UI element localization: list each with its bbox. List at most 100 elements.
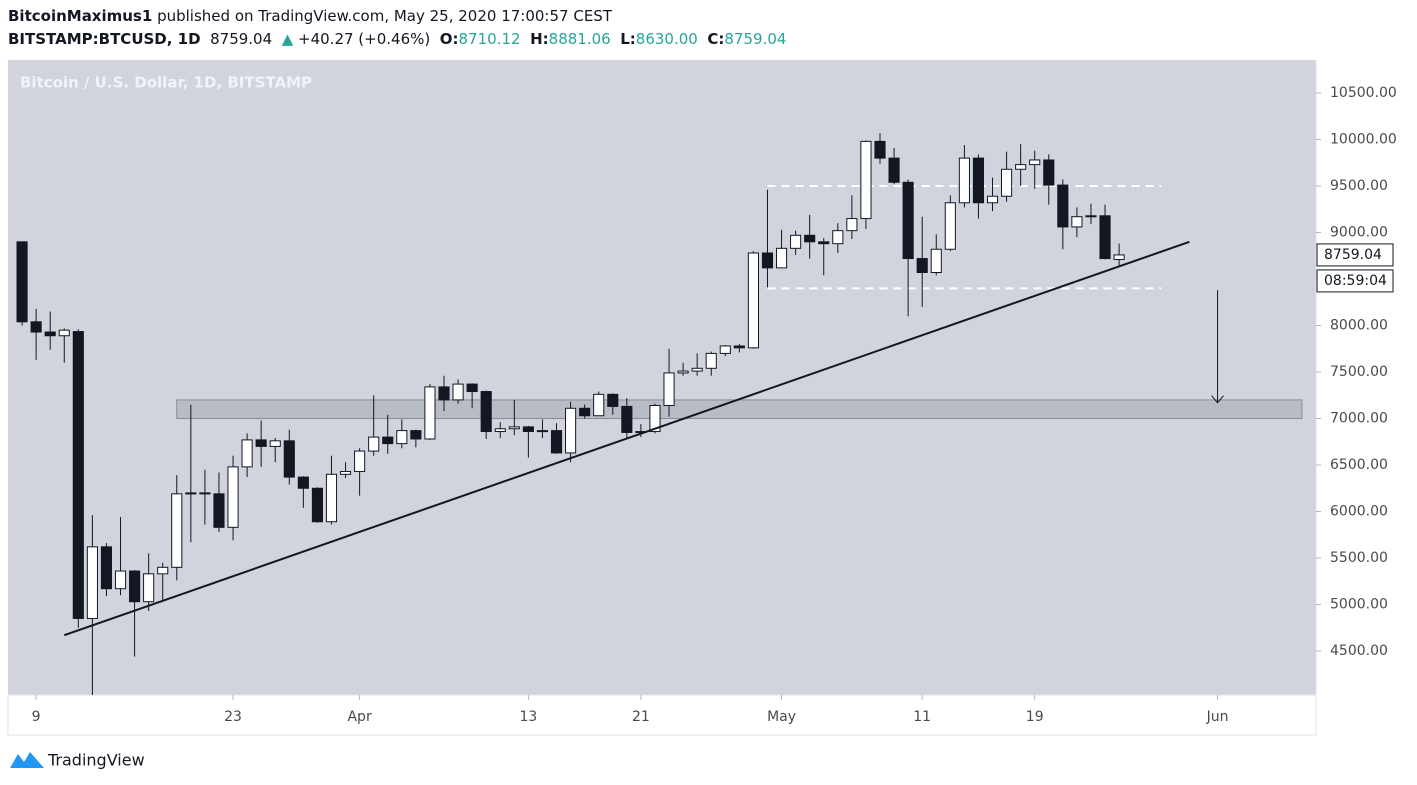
candle-body xyxy=(157,566,169,575)
arrow: ▲ xyxy=(281,30,294,48)
x-tick-label: Jun xyxy=(1206,709,1229,725)
candle-body xyxy=(1043,159,1055,186)
y-tick-label: 10500.00 xyxy=(1330,85,1397,101)
plot xyxy=(16,133,1303,695)
candle-body xyxy=(1057,184,1069,228)
x-tick-label: 23 xyxy=(224,709,242,725)
candle-body xyxy=(1113,254,1125,260)
candle-body xyxy=(339,471,352,475)
y-tick-label: 5500.00 xyxy=(1330,550,1388,566)
candle-body xyxy=(790,234,802,249)
candle-body xyxy=(986,195,999,204)
candle-body xyxy=(536,430,549,433)
candle-body xyxy=(874,140,886,159)
candle-body xyxy=(902,181,914,260)
chart-title: Bitcoin / U.S. Dollar, 1D, BITSTAMP xyxy=(20,74,312,92)
author: BitcoinMaximus1 xyxy=(8,7,153,25)
price-label: 8759.04 xyxy=(1324,247,1382,263)
o-label: O: xyxy=(439,30,459,48)
candle-body xyxy=(761,252,774,269)
h-label: H: xyxy=(530,30,549,48)
candle-body xyxy=(860,140,872,220)
logo-icon xyxy=(10,752,44,768)
candle-body xyxy=(1099,215,1111,260)
candle-body xyxy=(1085,215,1097,218)
candle-body xyxy=(775,247,788,269)
candle-body xyxy=(438,386,450,401)
y-tick-label: 9500.00 xyxy=(1330,178,1388,194)
brand: TradingView xyxy=(47,751,145,770)
countdown-box xyxy=(1316,269,1394,293)
trendline xyxy=(63,240,1190,637)
candle-body xyxy=(424,386,436,440)
high: 8881.06 xyxy=(548,30,611,48)
candle-body xyxy=(719,345,731,354)
candle-body xyxy=(565,407,577,454)
candle-body xyxy=(804,234,816,243)
x-tick-label: 11 xyxy=(913,709,931,725)
y-tick-label: 4500.00 xyxy=(1330,643,1388,659)
candle-body xyxy=(241,439,253,468)
y-tick-label: 9000.00 xyxy=(1330,225,1388,241)
candle-body xyxy=(297,476,309,489)
candle-body xyxy=(747,252,759,349)
candle-body xyxy=(30,321,42,333)
axes: 4500.00 5000.00 5500.00 6000.00 6500.00 7000.… xyxy=(32,85,1397,725)
y-tick-label: 8000.00 xyxy=(1330,318,1388,334)
y-tick-label: 6000.00 xyxy=(1330,504,1388,520)
candle-body xyxy=(114,570,127,590)
y-tick-label: 5000.00 xyxy=(1330,597,1388,613)
candle-body xyxy=(143,573,155,603)
candle-body xyxy=(677,370,689,374)
x-tick-label: 21 xyxy=(632,709,650,725)
candle-body xyxy=(832,230,844,245)
candle-body xyxy=(691,367,703,372)
plot-area xyxy=(8,60,1316,695)
candle-body xyxy=(100,546,113,590)
candle-body xyxy=(1015,164,1027,170)
c-label: C: xyxy=(707,30,725,48)
support-zone xyxy=(176,399,1303,420)
candle-body xyxy=(185,492,197,495)
candle-body xyxy=(972,157,985,204)
x-tick-label: 9 xyxy=(32,709,41,725)
close: 8759.04 xyxy=(724,30,787,48)
header-line-1: BitcoinMaximus1 published on TradingView… xyxy=(8,7,612,25)
logo: TradingView xyxy=(10,751,145,770)
candle-body xyxy=(705,352,717,369)
candle-body xyxy=(255,439,267,447)
arrow-head xyxy=(1211,395,1224,404)
candle-body xyxy=(269,440,281,447)
candle-body xyxy=(888,157,900,183)
candle-body xyxy=(227,466,239,528)
candle-body xyxy=(368,436,380,452)
countdown: 08:59:04 xyxy=(1324,273,1387,289)
candle-body xyxy=(846,218,858,232)
x-tick-label: Apr xyxy=(347,709,371,725)
candle-body xyxy=(522,426,534,433)
candle-body xyxy=(621,405,633,433)
candle-body xyxy=(311,487,323,523)
candle-body xyxy=(213,493,225,528)
price-label-box xyxy=(1316,243,1394,267)
candle-body xyxy=(607,393,619,407)
header-line-2: BITSTAMP:BTCUSD, 1D 8759.04 ▲ +40.27 (+0… xyxy=(8,30,786,48)
candle-body xyxy=(44,331,56,337)
candle-body xyxy=(199,492,211,495)
candle-body xyxy=(410,430,422,440)
candle-body xyxy=(550,430,563,454)
candle-body xyxy=(733,345,745,349)
candle-body xyxy=(171,493,183,568)
candle-body xyxy=(16,241,28,323)
candle-body xyxy=(1071,216,1083,228)
candle-body xyxy=(86,546,98,619)
candle-body xyxy=(508,426,520,430)
candle-body xyxy=(354,450,366,473)
candle-body xyxy=(466,383,478,393)
candle-body xyxy=(480,391,492,433)
candle-body xyxy=(944,202,956,250)
candle-body xyxy=(593,393,605,417)
candle-body xyxy=(1029,159,1041,166)
candle-body xyxy=(72,331,84,619)
